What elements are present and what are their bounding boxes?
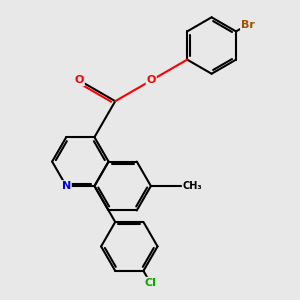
Text: Cl: Cl bbox=[144, 278, 156, 288]
Text: N: N bbox=[61, 181, 71, 191]
Text: Br: Br bbox=[241, 20, 255, 30]
Text: O: O bbox=[75, 75, 84, 85]
Text: O: O bbox=[146, 75, 156, 85]
Text: CH₃: CH₃ bbox=[183, 181, 202, 191]
